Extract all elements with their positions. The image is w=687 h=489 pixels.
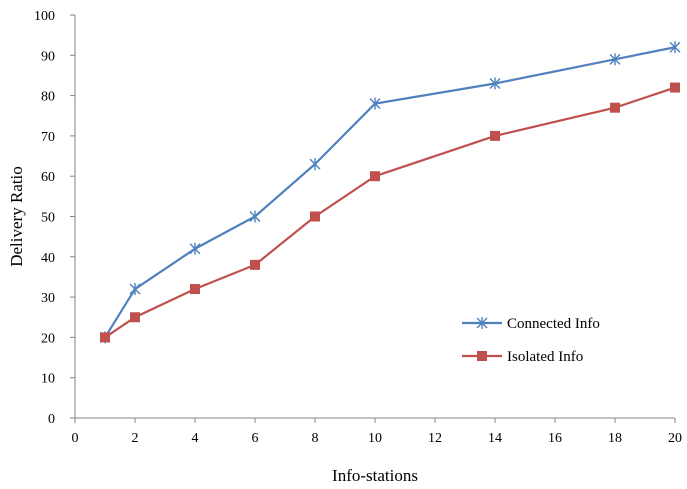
legend-label: Connected Info: [507, 316, 600, 332]
series-connected-info: [99, 41, 681, 344]
data-point-connected-info: [249, 210, 261, 223]
y-tick-label: 0: [48, 412, 55, 427]
legend-marker: [476, 317, 488, 329]
legend-marker: [477, 351, 487, 361]
data-point-isolated-info: [190, 284, 200, 295]
x-tick-label: 10: [368, 431, 382, 446]
data-point-isolated-info: [610, 102, 620, 113]
x-tick-label: 4: [192, 431, 199, 446]
x-tick-label: 14: [488, 431, 502, 446]
y-tick-label: 60: [41, 170, 55, 185]
data-point-isolated-info: [670, 82, 680, 93]
data-point-isolated-info: [310, 211, 320, 222]
y-tick-label: 40: [41, 251, 55, 266]
data-point-connected-info: [609, 53, 621, 66]
x-tick-label: 18: [608, 431, 622, 446]
y-tick-label: 30: [41, 291, 55, 306]
x-tick-label: 0: [72, 431, 79, 446]
data-point-isolated-info: [100, 332, 110, 343]
x-axis-ticks: 0 2 4 6 8 10 12 14 16 18 20: [72, 418, 682, 446]
legend-label: Isolated Info: [507, 349, 583, 365]
legend-item-isolated-info: Isolated Info: [462, 349, 583, 365]
series-layer: [99, 41, 681, 344]
y-axis-ticks: 0 10 20 30 40 50 60 70 80 90 100: [34, 9, 75, 427]
y-tick-label: 70: [41, 130, 55, 145]
data-point-connected-info: [129, 283, 141, 296]
y-tick-label: 10: [41, 372, 55, 387]
x-tick-label: 8: [312, 431, 319, 446]
data-point-isolated-info: [250, 259, 260, 270]
x-tick-label: 16: [548, 431, 562, 446]
data-point-isolated-info: [370, 171, 380, 182]
series-line-isolated-info: [104, 86, 676, 339]
data-point-connected-info: [189, 242, 201, 255]
x-tick-label: 6: [252, 431, 259, 446]
legend: Connected Info Isolated Info: [462, 316, 600, 365]
data-point-connected-info: [369, 97, 381, 110]
series-isolated-info: [100, 82, 680, 343]
x-tick-label: 20: [668, 431, 682, 446]
y-tick-label: 20: [41, 331, 55, 346]
y-tick-label: 80: [41, 90, 55, 105]
y-tick-label: 100: [34, 9, 55, 24]
y-tick-label: 50: [41, 211, 55, 226]
data-point-connected-info: [489, 77, 501, 90]
data-point-isolated-info: [130, 312, 140, 323]
x-tick-label: 12: [428, 431, 442, 446]
y-tick-label: 90: [41, 49, 55, 64]
data-point-connected-info: [309, 158, 321, 171]
data-point-isolated-info: [490, 130, 500, 141]
x-tick-label: 2: [132, 431, 139, 446]
x-axis-title: Info-stations: [332, 466, 418, 485]
legend-item-connected-info: Connected Info: [462, 316, 600, 332]
data-point-connected-info: [669, 41, 681, 54]
y-axis-title: Delivery Ratio: [7, 166, 26, 267]
